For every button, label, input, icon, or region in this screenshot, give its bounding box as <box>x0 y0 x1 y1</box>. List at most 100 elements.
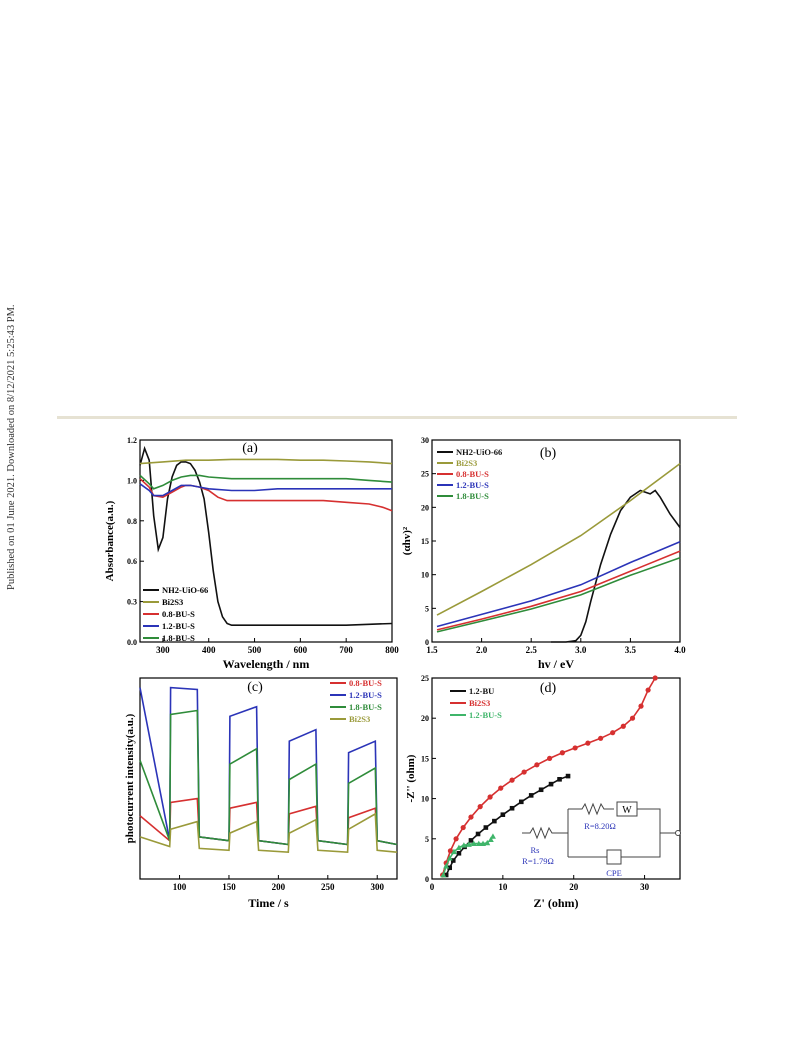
y-axis-label: (αhv)² <box>401 526 413 555</box>
legend-label: 1.2-BU-S <box>469 710 502 720</box>
panel-label: (c) <box>247 680 263 695</box>
series-line-NH2-UiO-66 <box>139 445 393 627</box>
data-point <box>477 804 483 810</box>
series-line-1.8-BU-S <box>436 557 681 633</box>
data-point <box>487 794 493 800</box>
y-tick-label: 15 <box>421 754 429 763</box>
y-tick-label: 0.3 <box>127 598 137 607</box>
divider <box>57 416 737 419</box>
legend-label: 1.8-BU-S <box>456 491 489 501</box>
legend-label: Bi2S3 <box>349 714 370 724</box>
series-line-1.2-BU-S <box>436 540 681 628</box>
series-line-NH2-UiO-66 <box>551 489 681 643</box>
data-point <box>455 844 462 851</box>
rct-value: R=8.20Ω <box>584 821 616 831</box>
x-tick-label: 400 <box>202 645 216 655</box>
data-point <box>447 865 453 871</box>
rs-label: Rs <box>531 845 540 855</box>
circuit-terminal <box>675 830 681 836</box>
x-axis-label: Z' (ohm) <box>534 896 579 910</box>
x-tick-label: 250 <box>321 882 335 892</box>
data-point <box>498 785 504 791</box>
data-point <box>450 848 457 855</box>
legend-label: 1.8-BU-S <box>162 633 195 643</box>
data-point <box>492 818 497 824</box>
y-tick-label: 5 <box>425 835 429 844</box>
data-point <box>487 836 494 843</box>
data-point <box>509 805 515 811</box>
y-axis-label: Absorbance(a.u.) <box>104 500 116 581</box>
y-tick-label: 0.6 <box>127 557 137 566</box>
y-tick-label: 1.0 <box>127 476 137 485</box>
series-line-Bi2S3 <box>139 812 398 854</box>
data-point <box>460 842 467 848</box>
x-tick-label: 150 <box>222 882 236 892</box>
data-point <box>652 675 658 681</box>
rct-resistor <box>568 802 614 816</box>
legend-label: 0.8-BU-S <box>456 469 489 479</box>
data-point <box>557 777 562 782</box>
x-tick-label: 200 <box>272 882 286 892</box>
x-tick-label: 300 <box>370 882 384 892</box>
legend-label: 1.8-BU-S <box>349 702 382 712</box>
legend-label: Bi2S3 <box>162 597 183 607</box>
data-point <box>521 769 527 775</box>
data-point <box>475 831 481 837</box>
panel-label: (a) <box>242 441 258 456</box>
warburg-label: W <box>622 805 632 816</box>
data-point <box>460 824 466 831</box>
x-tick-label: 2.5 <box>526 645 538 655</box>
x-tick-label: 300 <box>156 645 170 655</box>
data-point <box>585 740 591 746</box>
legend-label: NH2-UiO-66 <box>162 585 208 595</box>
x-tick-label: 700 <box>339 645 353 655</box>
x-tick-label: 1.5 <box>426 645 438 655</box>
y-tick-label: 1.2 <box>127 436 137 445</box>
x-tick-label: 3.5 <box>625 645 637 655</box>
series-line-1.8-BU-S <box>139 474 393 490</box>
series-line-1.2-BU-S <box>139 483 392 497</box>
y-tick-label: 0 <box>425 638 429 647</box>
data-point <box>645 687 651 693</box>
legend-label: 1.2-BU-S <box>349 690 382 700</box>
data-point <box>518 799 524 805</box>
data-point <box>450 858 456 863</box>
series-line-1.8-BU-S <box>139 709 398 846</box>
series-line-Bi2S3 <box>436 462 681 616</box>
series-line-0.8-BU-S <box>436 550 681 631</box>
x-tick-label: 10 <box>498 882 508 892</box>
data-point <box>598 735 604 741</box>
series-line-0.8-BU-S <box>139 478 393 512</box>
y-axis-label: photocurrent intensity(a.u.) <box>124 713 136 843</box>
y-tick-label: 20 <box>421 714 429 723</box>
series-line-0.8-BU-S <box>139 797 398 846</box>
data-point <box>500 812 506 817</box>
data-point <box>446 855 453 861</box>
x-tick-label: 30 <box>640 882 650 892</box>
x-tick-label: 2.0 <box>476 645 488 655</box>
rs-value: R=1.79Ω <box>522 856 554 866</box>
legend-label: NH2-UiO-66 <box>456 447 502 457</box>
data-point <box>509 777 515 783</box>
y-tick-label: 5 <box>425 604 429 613</box>
panel-label: (d) <box>540 681 557 696</box>
panel-label: (b) <box>540 446 557 461</box>
x-tick-label: 4.0 <box>674 645 686 655</box>
data-point <box>465 841 472 847</box>
data-point <box>548 781 554 787</box>
legend-label: 1.2-BU <box>469 686 494 696</box>
y-tick-label: 25 <box>421 470 429 479</box>
data-point <box>480 840 487 847</box>
plot-frame <box>139 439 393 643</box>
y-axis-label: -Z'' (ohm) <box>405 754 417 802</box>
x-tick-label: 20 <box>569 882 579 892</box>
legend-label: 0.8-BU-S <box>162 609 195 619</box>
data-point <box>453 836 459 842</box>
plot-frame <box>431 677 681 880</box>
data-point <box>534 762 540 768</box>
legend-label: 0.8-BU-S <box>349 678 382 688</box>
data-point <box>638 703 644 709</box>
y-tick-label: 30 <box>421 436 429 445</box>
data-point <box>475 840 482 847</box>
